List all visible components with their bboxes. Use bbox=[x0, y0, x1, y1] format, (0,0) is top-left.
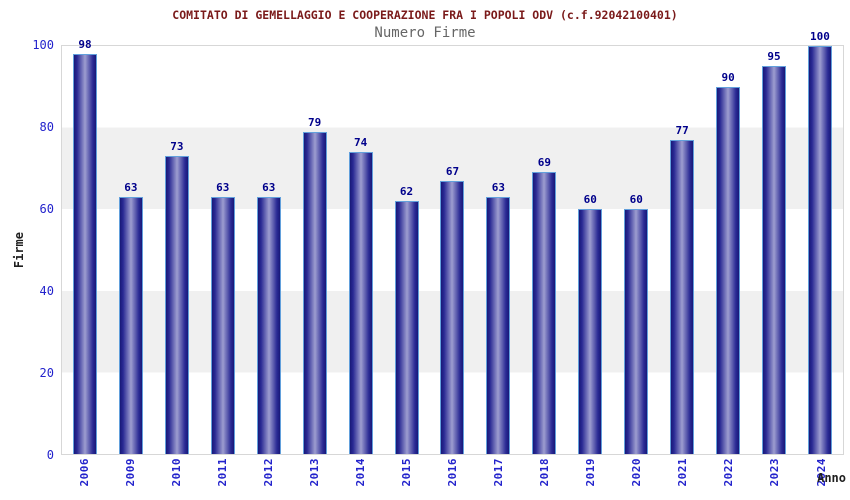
x-tick-label: 2009 bbox=[123, 458, 137, 487]
bar-slot-2006: 98 bbox=[62, 39, 108, 454]
bar-value-label: 95 bbox=[767, 50, 781, 64]
x-tick-slot: 2009 bbox=[107, 458, 153, 500]
bar-value-label: 69 bbox=[537, 156, 551, 170]
bar-value-label: 60 bbox=[629, 193, 643, 207]
bar-2022 bbox=[716, 86, 741, 454]
x-tick-label: 2020 bbox=[630, 458, 644, 487]
y-tick-label: 60 bbox=[39, 202, 54, 216]
bar-2023 bbox=[762, 66, 787, 454]
bar-value-label: 74 bbox=[353, 136, 368, 150]
bar-slot-2010: 73 bbox=[154, 46, 200, 454]
bar-slot-2015: 62 bbox=[384, 46, 430, 454]
bar-slot-2019: 60 bbox=[567, 46, 613, 454]
bar-2010 bbox=[164, 156, 189, 454]
bar-slot-2024: 100 bbox=[797, 31, 843, 454]
bar-2011 bbox=[210, 196, 235, 454]
x-tick-slot: 2016 bbox=[430, 458, 476, 500]
x-tick-label: 2021 bbox=[676, 458, 690, 487]
x-tick-slot: 2012 bbox=[245, 458, 291, 500]
bar-slot-2017: 63 bbox=[475, 46, 521, 454]
bar-value-label: 63 bbox=[124, 180, 138, 194]
bar-2020 bbox=[624, 209, 649, 454]
x-axis-label: Anno bbox=[817, 471, 846, 485]
bar-value-label: 77 bbox=[675, 123, 689, 137]
chart-title: COMITATO DI GEMELLAGGIO E COOPERAZIONE F… bbox=[172, 8, 678, 22]
bar-2017 bbox=[486, 196, 511, 454]
bar-slot-2013: 79 bbox=[292, 46, 338, 454]
bar-slot-2009: 63 bbox=[108, 46, 154, 454]
chart-subtitle: Numero Firme bbox=[374, 25, 476, 41]
x-tick-slot: 2017 bbox=[476, 458, 522, 500]
bar-slot-2018: 69 bbox=[521, 46, 567, 454]
y-tick-label: 20 bbox=[39, 366, 54, 380]
bar-value-label: 63 bbox=[216, 180, 230, 194]
x-tick-slot: 2021 bbox=[660, 458, 706, 500]
bar-value-label: 100 bbox=[810, 30, 830, 43]
x-tick-label: 2016 bbox=[446, 458, 460, 487]
x-axis-ticks: 2006 2009 2010 2011 2012 2013 2014 2015 2016 2017… bbox=[61, 458, 844, 500]
x-tick-slot: 2010 bbox=[153, 458, 199, 500]
y-tick-label: 0 bbox=[46, 448, 54, 462]
y-tick-label: 80 bbox=[39, 120, 54, 134]
bar-value-label: 63 bbox=[491, 180, 506, 194]
x-tick-label: 2023 bbox=[768, 458, 782, 487]
bar-slot-2016: 67 bbox=[430, 46, 476, 454]
y-tick-label: 100 bbox=[32, 38, 54, 52]
bar-value-label: 63 bbox=[262, 180, 276, 194]
bar-value-label: 98 bbox=[78, 38, 92, 52]
bar-value-label: 73 bbox=[170, 140, 184, 154]
bar-2014 bbox=[348, 152, 373, 454]
bar-2009 bbox=[118, 196, 143, 454]
bar-2018 bbox=[532, 172, 557, 454]
x-tick-label: 2015 bbox=[399, 458, 413, 487]
x-tick-slot: 2014 bbox=[337, 458, 383, 500]
bar-value-label: 90 bbox=[721, 70, 735, 84]
x-tick-label: 2010 bbox=[169, 458, 183, 487]
x-tick-label: 2018 bbox=[538, 458, 552, 487]
bar-2013 bbox=[302, 131, 327, 454]
x-tick-slot: 2011 bbox=[199, 458, 245, 500]
x-tick-slot: 2018 bbox=[522, 458, 568, 500]
bar-2024 bbox=[807, 46, 832, 454]
bar-value-label: 67 bbox=[445, 164, 460, 178]
bar-slot-2021: 77 bbox=[659, 46, 705, 454]
x-tick-label: 2006 bbox=[77, 458, 91, 487]
bars-container: 98 63 73 63 63 79 74 62 67 63 69 60 60 77 90 95 100 bbox=[62, 31, 843, 454]
x-tick-label: 2022 bbox=[722, 458, 736, 487]
x-tick-label: 2013 bbox=[307, 458, 321, 487]
x-tick-label: 2012 bbox=[261, 458, 275, 487]
bar-slot-2022: 90 bbox=[705, 46, 751, 454]
bar-2021 bbox=[670, 139, 695, 454]
y-axis-label: Firme bbox=[12, 231, 26, 269]
bar-value-label: 62 bbox=[399, 185, 414, 199]
bar-slot-2014: 74 bbox=[338, 46, 384, 454]
bar-slot-2012: 63 bbox=[246, 46, 292, 454]
bar-2015 bbox=[394, 201, 419, 454]
x-tick-slot: 2023 bbox=[752, 458, 798, 500]
x-tick-slot: 2015 bbox=[383, 458, 429, 500]
x-tick-slot: 2022 bbox=[706, 458, 752, 500]
plot-area: 98 63 73 63 63 79 74 62 67 63 69 60 60 77 90 95 100 bbox=[61, 31, 844, 455]
bar-value-label: 79 bbox=[308, 115, 322, 129]
bar-slot-2020: 60 bbox=[613, 46, 659, 454]
x-tick-slot: 2019 bbox=[568, 458, 614, 500]
bar-2006 bbox=[72, 54, 97, 454]
x-tick-slot: 2020 bbox=[614, 458, 660, 500]
x-tick-label: 2019 bbox=[584, 458, 598, 487]
x-tick-label: 2011 bbox=[215, 458, 229, 487]
x-tick-slot: 2013 bbox=[291, 458, 337, 500]
bar-2019 bbox=[578, 209, 603, 454]
bar-slot-2023: 95 bbox=[751, 46, 797, 454]
bar-slot-2011: 63 bbox=[200, 46, 246, 454]
y-axis-label-wrap: Firme bbox=[12, 45, 26, 455]
bar-2012 bbox=[256, 196, 281, 454]
bar-value-label: 60 bbox=[583, 193, 597, 207]
y-tick-label: 40 bbox=[39, 284, 54, 298]
x-tick-label: 2017 bbox=[492, 458, 506, 487]
x-tick-label: 2014 bbox=[353, 458, 367, 487]
x-tick-slot: 2006 bbox=[61, 458, 107, 500]
bar-2016 bbox=[440, 180, 465, 454]
